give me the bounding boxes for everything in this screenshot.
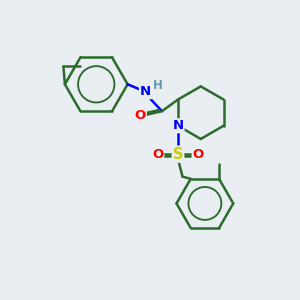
Text: N: N <box>172 119 184 132</box>
Text: S: S <box>173 147 183 162</box>
Text: O: O <box>134 109 146 122</box>
Text: O: O <box>193 148 204 161</box>
Text: H: H <box>153 79 163 92</box>
Text: O: O <box>152 148 163 161</box>
Text: N: N <box>140 85 151 98</box>
